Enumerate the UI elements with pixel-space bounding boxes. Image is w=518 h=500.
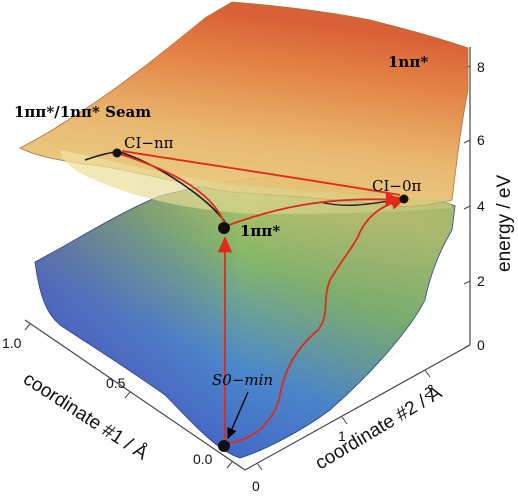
pipi-to-ci0pi-path bbox=[225, 192, 402, 227]
energy-tick-0: 0 bbox=[477, 337, 485, 353]
upper-state-label: 1nπ* bbox=[388, 53, 428, 71]
ci-npi-point bbox=[112, 148, 122, 158]
seam-label: 1ππ*/1nπ* Seam bbox=[14, 103, 151, 121]
energy-axis-label: energy / eV bbox=[494, 175, 515, 272]
seam-curve bbox=[84, 151, 226, 223]
s0-min-point bbox=[218, 440, 230, 452]
lower-surface-shading bbox=[35, 176, 455, 458]
energy-tick-4: 4 bbox=[477, 198, 485, 214]
coord2-tick-2: 2 bbox=[424, 384, 432, 400]
upper-surface-front bbox=[60, 150, 452, 214]
s0-min-label: S0−min bbox=[212, 371, 273, 389]
coord1-ticks bbox=[24, 323, 233, 469]
reaction-paths bbox=[116, 150, 407, 446]
energy-tick-2: 2 bbox=[477, 273, 485, 289]
cinpi-to-ci0pi-path bbox=[121, 150, 401, 196]
coord1-tick-1.0: 1.0 bbox=[2, 335, 22, 351]
energy-ticks bbox=[463, 65, 471, 349]
axes-frame bbox=[24, 47, 471, 471]
pipi-min-point bbox=[218, 222, 230, 234]
coord2-tick-1: 1 bbox=[338, 428, 346, 444]
cinpi-to-pipi-path bbox=[116, 152, 225, 223]
ci-0pi-label: CI−0π bbox=[372, 177, 422, 195]
coord1-tick-0.5: 0.5 bbox=[106, 375, 126, 391]
coord2-axis-line bbox=[244, 344, 471, 471]
ci-npi-label: CI−nπ bbox=[124, 134, 174, 152]
coord1-axis-label: coordinate #1 / Å bbox=[19, 369, 151, 465]
coord2-ticks bbox=[256, 369, 431, 471]
coord2-tick-0: 0 bbox=[252, 478, 260, 494]
energy-tick-8: 8 bbox=[477, 59, 485, 75]
coord1-axis-line bbox=[24, 319, 246, 471]
coord1-tick-0.0: 0.0 bbox=[193, 451, 213, 467]
s0-to-ci0pi-path bbox=[227, 195, 407, 444]
s0-min-pointer bbox=[227, 391, 249, 440]
energy-tick-6: 6 bbox=[477, 132, 485, 148]
ci-0pi-point bbox=[399, 194, 409, 204]
lower-state-label: 1ππ* bbox=[240, 222, 280, 240]
